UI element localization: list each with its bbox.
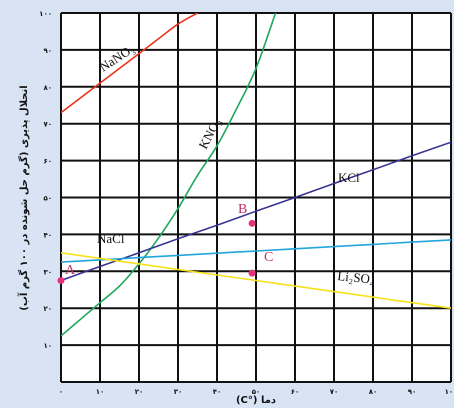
- y-tick-label: ۸۰: [43, 84, 52, 92]
- y-tick-label: ۴۰: [43, 231, 52, 239]
- point-a: [57, 277, 65, 285]
- x-tick-label: ۱۰۰: [445, 388, 454, 396]
- point-markers: [57, 219, 256, 285]
- y-tick-label: ۶۰: [43, 158, 52, 166]
- y-tick-label: ۲۰: [43, 305, 52, 313]
- series-label-nacl: NaCl: [97, 231, 125, 246]
- x-tick-label: ۷۰: [330, 388, 339, 396]
- x-tick-label: ۳۰: [174, 388, 183, 396]
- y-tick-label: ۹۰: [43, 47, 52, 55]
- series-line-3: [61, 239, 451, 263]
- y-tick-label: ۷۰: [43, 121, 52, 129]
- point-label-a: A: [65, 263, 76, 278]
- x-tick-label: ۸۰: [369, 388, 378, 396]
- y-tick-label: ۵۰: [43, 195, 52, 203]
- series-line-0: [61, 13, 198, 114]
- series-label-kcl: KCl: [338, 170, 360, 185]
- x-tick-label: ۵۰: [252, 388, 261, 396]
- y-tick-label: ۱۰: [43, 342, 52, 350]
- y-axis-label: انحلال پذیری (گرم حل شونده در ۱۰۰ گرم آب…: [17, 85, 30, 310]
- series-lines: [61, 13, 451, 337]
- point-b: [248, 219, 256, 227]
- series-label-li2so4: Li₂SO₄: [337, 268, 376, 287]
- point-label-b: B: [238, 202, 247, 217]
- series-line-1: [61, 13, 277, 337]
- tick-labels: ۰ ۱۰ ۲۰ ۳۰ ۴۰ ۵۰ ۶۰ ۷۰ ۸۰ ۹۰ ۱۰۰ ۱۰ ۲۰ ۳۰ ۴۰ ۵۰ ۶۰ ۷۰ ۸۰ ۹۰…: [39, 10, 454, 396]
- point-c: [248, 269, 256, 277]
- series-line-2: [61, 141, 451, 282]
- x-tick-label: ۹۰: [408, 388, 417, 396]
- y-tick-label: ۱۰۰: [39, 10, 52, 18]
- grid-lines: [60, 12, 452, 383]
- y-tick-label: ۳۰: [43, 268, 52, 276]
- x-tick-label: ۴۰: [213, 388, 222, 396]
- x-tick-label: ۶۰: [291, 388, 300, 396]
- x-tick-label: ۲۰: [135, 388, 144, 396]
- x-axis-label: دما (°C): [236, 395, 276, 406]
- x-tick-label: ۰: [59, 388, 63, 396]
- series-line-4: [61, 252, 451, 309]
- x-tick-label: ۱۰: [96, 388, 105, 396]
- point-label-c: C: [264, 250, 273, 265]
